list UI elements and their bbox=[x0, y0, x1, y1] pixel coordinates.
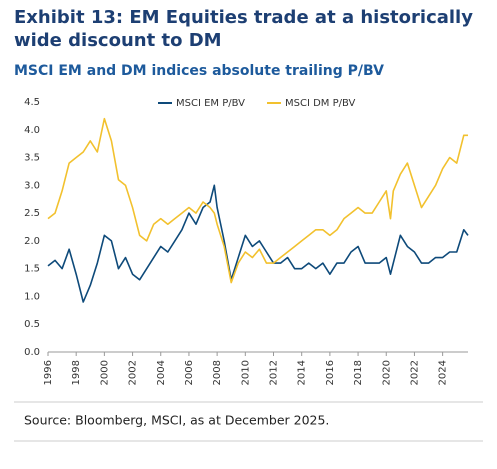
y-tick-label: 0.0 bbox=[24, 347, 40, 358]
x-tick-label: 2020 bbox=[381, 360, 392, 385]
y-tick-label: 4.5 bbox=[24, 97, 40, 108]
x-tick-label: 2000 bbox=[99, 360, 110, 385]
chart-title-1: Exhibit 13: EM Equities trade at a histo… bbox=[14, 7, 473, 51]
y-tick-label: 2.5 bbox=[24, 208, 40, 219]
x-tick-label: 2014 bbox=[297, 360, 308, 385]
y-tick-label: 4.0 bbox=[24, 125, 40, 136]
x-tick-label: 1996 bbox=[43, 360, 54, 385]
x-tick-label: 2006 bbox=[184, 360, 195, 385]
legend-label: MSCI DM P/BV bbox=[285, 98, 356, 109]
legend-label: MSCI EM P/BV bbox=[176, 98, 245, 109]
y-tick-label: 0.5 bbox=[24, 319, 40, 330]
x-tick-label: 2022 bbox=[409, 360, 420, 385]
y-tick-label: 3.5 bbox=[24, 153, 40, 164]
source-note: Source: Bloomberg, MSCI, as at December … bbox=[24, 413, 329, 428]
series-line bbox=[47, 117, 468, 284]
x-tick-label: 2004 bbox=[156, 360, 167, 385]
series-line bbox=[47, 184, 469, 303]
x-tick-label: 2024 bbox=[438, 360, 449, 385]
x-tick-label: 2018 bbox=[353, 360, 364, 385]
x-tick-label: 2010 bbox=[240, 360, 251, 385]
x-tick-label: 2008 bbox=[212, 360, 223, 385]
x-tick-label: 2016 bbox=[325, 360, 336, 385]
y-tick-label: 2.0 bbox=[24, 236, 40, 247]
x-tick-label: 2012 bbox=[269, 360, 280, 385]
chart-subtitle: MSCI EM and DM indices absolute trailing… bbox=[14, 63, 384, 79]
y-tick-label: 3.0 bbox=[24, 180, 40, 191]
x-tick-label: 2002 bbox=[128, 360, 139, 385]
y-tick-label: 1.0 bbox=[24, 291, 40, 302]
x-tick-label: 1998 bbox=[71, 360, 82, 385]
y-tick-label: 1.5 bbox=[24, 264, 40, 275]
